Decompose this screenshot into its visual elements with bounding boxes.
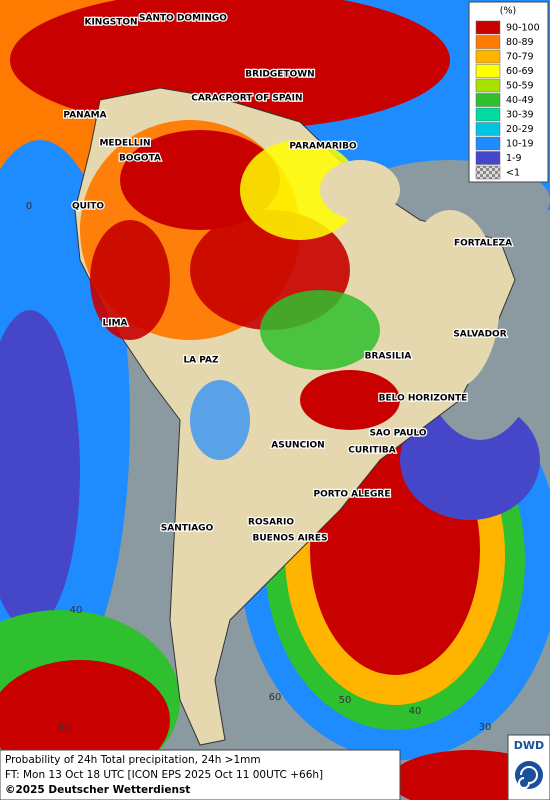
city-label: FORTALEZA <box>454 239 512 249</box>
legend: (%) 90-100 80-89 70-79 60-69 50-59 40-49 30-39… <box>468 1 549 183</box>
city-label: BELO HORIZONTE <box>379 394 468 404</box>
grid-label: 60 <box>269 692 282 703</box>
legend-label: 70-79 <box>506 52 534 63</box>
legend-label: 40-49 <box>506 95 534 106</box>
city-label: BUENOS AIRES <box>253 534 328 544</box>
caption-line: FT: Mon 13 Oct 18 UTC [ICON EPS 2025 Oct… <box>5 769 323 781</box>
legend-label: <1 <box>506 168 520 179</box>
city-label: QUITO <box>72 202 104 212</box>
cities: KINGSTON SANTO DOMINGO BRIDGETOWN CARACA… <box>62 12 513 545</box>
legend-label: 10-19 <box>506 139 534 150</box>
legend-label: 80-89 <box>506 37 534 48</box>
logo-swirl <box>518 766 538 789</box>
city-label: KINGSTON <box>84 18 137 28</box>
grid-label: 30 <box>479 722 492 733</box>
city-label: ROSARIO <box>248 518 294 528</box>
logo-icon <box>515 761 543 789</box>
city-label: ASUNCION <box>271 441 324 451</box>
city-label: SANTIAGO <box>161 524 214 534</box>
city-label: BOGOTA <box>119 154 161 164</box>
legend-title: (%) <box>500 6 516 17</box>
legend-swatch <box>475 78 501 93</box>
city-label: BRIDGETOWN <box>245 70 314 80</box>
city-label: MEDELLIN <box>99 139 150 149</box>
legend-swatch <box>475 122 501 136</box>
city-label: SANTO DOMINGO <box>139 14 227 24</box>
city-label: LIMA <box>102 319 127 329</box>
city-label: CURITIBA <box>348 446 396 456</box>
logo-text: DWD <box>514 739 544 752</box>
legend-label: 30-39 <box>506 110 534 121</box>
logo: DWD <box>507 734 550 800</box>
city-label: PARAMARIBO <box>289 142 357 152</box>
legend-swatch <box>475 151 501 165</box>
city-label: BRASILIA <box>365 352 412 362</box>
legend-swatch <box>475 107 501 122</box>
legend-label: 1-9 <box>506 153 522 164</box>
grid-label: 80 <box>58 722 71 733</box>
caption-line: Probability of 24h Total precipitation, … <box>5 754 261 766</box>
legend-swatch <box>475 165 501 180</box>
grid-label: 0 <box>26 201 32 212</box>
grid-label: 40 <box>70 605 83 616</box>
grid-labels: 0 40 60 50 40 30 80 <box>26 201 492 733</box>
land <box>74 87 516 746</box>
caption-line: ©2025 Deutscher Wetterdienst <box>5 784 190 796</box>
city-label: PORTO ALEGRE <box>313 490 390 500</box>
legend-swatch <box>475 49 501 64</box>
legend-swatch <box>475 35 501 49</box>
city-label: SAO PAULO <box>369 429 426 439</box>
legend-label: 90-100 <box>506 23 540 34</box>
legend-swatch <box>475 93 501 107</box>
city-label: PANAMA <box>63 111 106 121</box>
city-label: CARACAS <box>191 94 239 104</box>
legend-swatch <box>475 136 501 151</box>
legend-swatch <box>475 20 501 35</box>
grid-label: 50 <box>339 695 352 706</box>
city-label: PORT OF SPAIN <box>225 94 302 104</box>
legend-label: 20-29 <box>506 124 534 135</box>
caption-box <box>0 749 401 800</box>
legend-label: 60-69 <box>506 66 534 77</box>
legend-label: 50-59 <box>506 81 534 92</box>
caption: Probability of 24h Total precipitation, … <box>0 749 401 800</box>
grid-label: 40 <box>409 706 422 717</box>
city-label: LA PAZ <box>183 356 219 366</box>
legend-swatch <box>475 64 501 78</box>
city-label: SALVADOR <box>453 330 506 340</box>
